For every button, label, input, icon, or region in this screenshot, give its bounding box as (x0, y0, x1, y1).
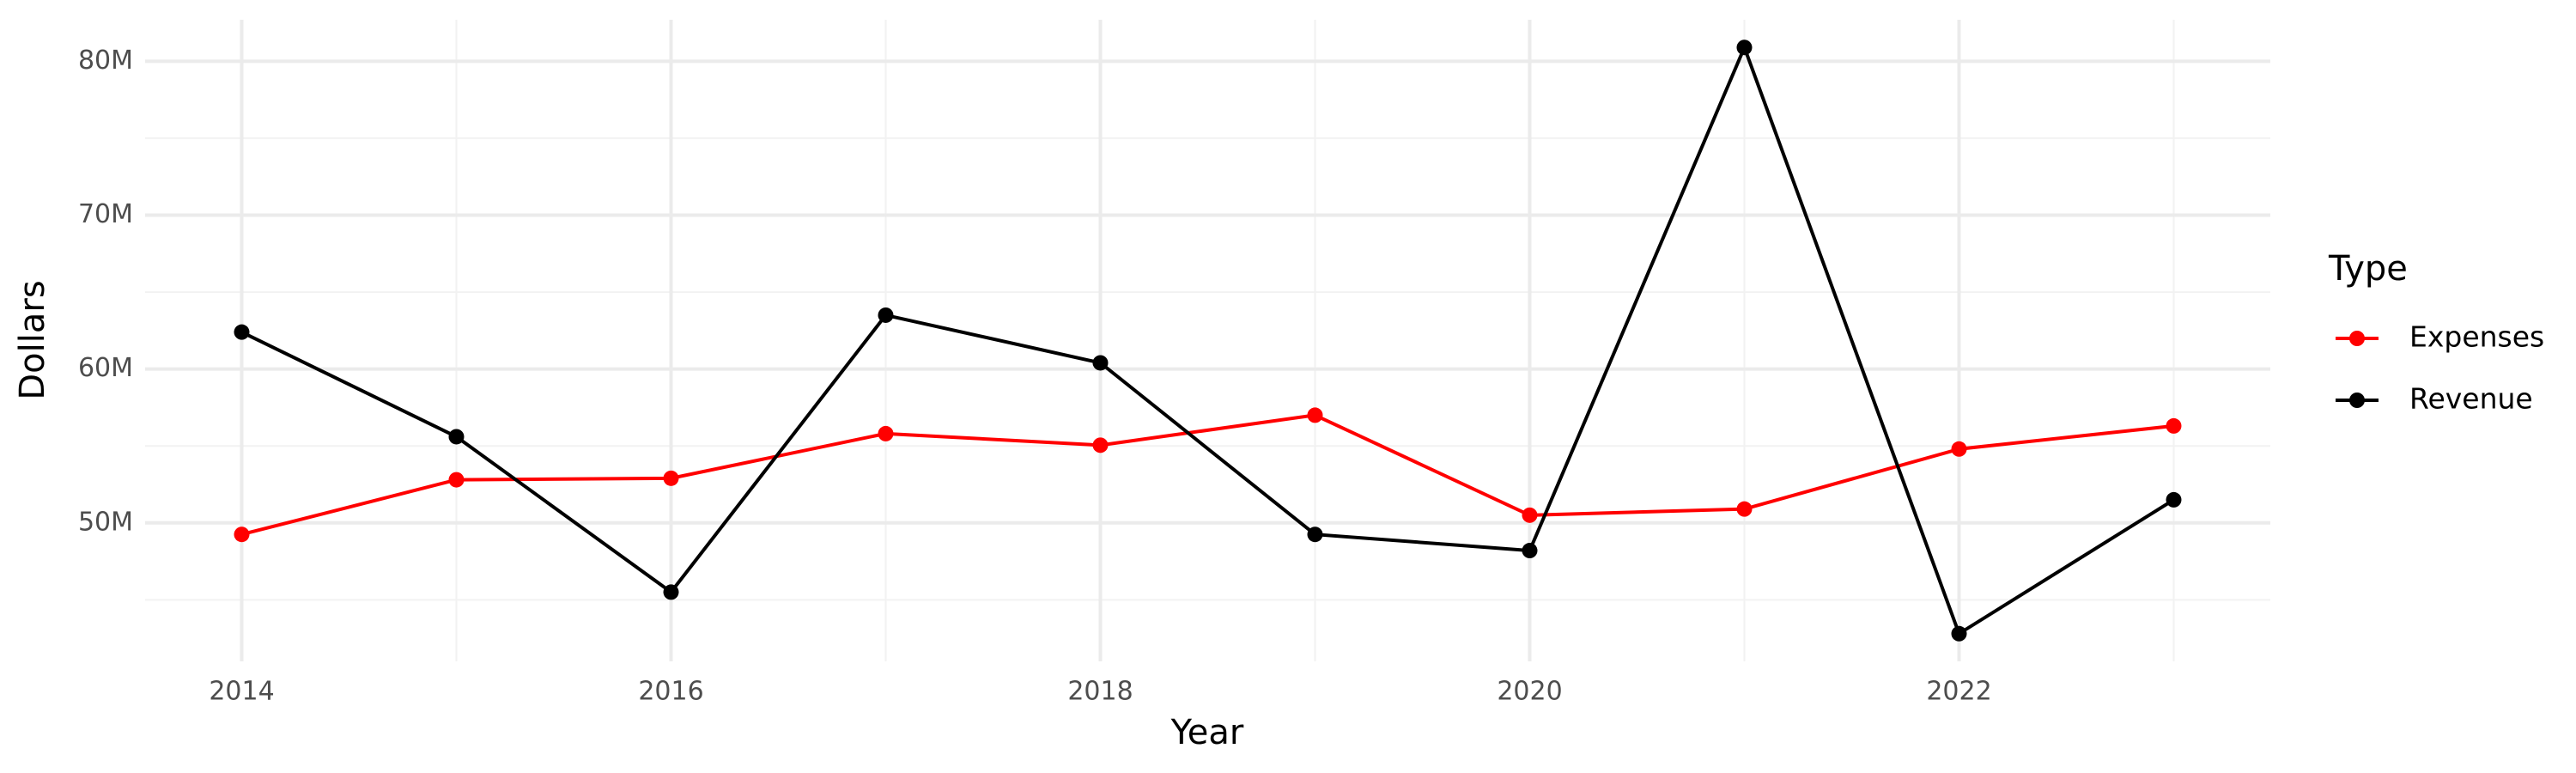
y-tick-label: 80M (78, 46, 133, 76)
legend-label: Expenses (2409, 320, 2544, 354)
series-line (241, 413, 2174, 537)
data-point (663, 584, 679, 600)
data-point (1307, 526, 1323, 543)
legend-label: Revenue (2409, 382, 2533, 416)
data-point (663, 470, 679, 486)
y-tick-label: 50M (78, 507, 133, 537)
x-axis-title: Year (1170, 713, 1244, 752)
data-point (878, 307, 894, 323)
y-axis-title: Dollars (13, 280, 52, 399)
data-point (1092, 437, 1109, 453)
legend-swatch (2349, 331, 2365, 346)
data-point (1736, 501, 1753, 517)
data-point (2166, 491, 2182, 508)
x-tick-label: 2018 (1067, 677, 1133, 707)
data-point (1736, 40, 1753, 56)
series-line (240, 42, 2175, 636)
data-point (1307, 407, 1323, 423)
data-point (2166, 417, 2182, 434)
data-point (448, 429, 465, 445)
data-point (1951, 441, 1967, 457)
x-tick-label: 2022 (1926, 677, 1991, 707)
data-point (234, 526, 250, 543)
x-tick-label: 2020 (1497, 677, 1562, 707)
legend-swatch (2349, 393, 2365, 408)
x-tick-label: 2014 (209, 677, 274, 707)
x-tick-label: 2016 (638, 677, 703, 707)
y-tick-label: 60M (78, 353, 133, 383)
y-tick-label: 70M (78, 199, 133, 229)
data-point (1522, 507, 1538, 523)
data-point (1951, 625, 1967, 642)
data-point (1522, 543, 1538, 559)
data-point (234, 324, 250, 340)
data-point (878, 425, 894, 441)
legend-title: Type (2328, 249, 2408, 289)
data-point (448, 472, 465, 488)
data-point (1092, 355, 1109, 371)
